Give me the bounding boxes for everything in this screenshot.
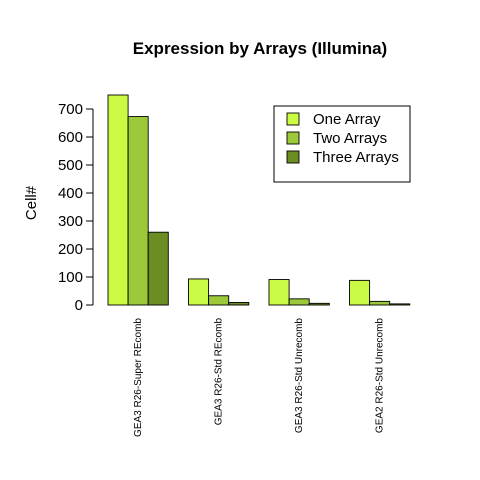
x-tick-label: GEA3 R26-Std REcomb bbox=[214, 318, 225, 426]
y-tick-label: 600 bbox=[58, 129, 83, 146]
x-tick-label: GEA3 R26-Std Unrecomb bbox=[294, 318, 305, 433]
bar bbox=[188, 278, 210, 306]
legend-label: One Array bbox=[313, 111, 381, 128]
chart-title: Expression by Arrays (Illumina) bbox=[133, 39, 387, 58]
x-tick-label: GEA2 R26-Std Unrecomb bbox=[375, 318, 386, 433]
y-tick-label: 700 bbox=[58, 101, 83, 118]
y-tick-label: 200 bbox=[58, 241, 83, 258]
y-tick-label: 0 bbox=[75, 297, 83, 314]
bar bbox=[389, 303, 411, 306]
bar bbox=[369, 300, 391, 306]
legend-swatch bbox=[286, 150, 300, 164]
y-axis-label: Cell# bbox=[23, 185, 40, 220]
y-tick-label: 400 bbox=[58, 185, 83, 202]
y-tick-label: 300 bbox=[58, 213, 83, 230]
bar bbox=[147, 231, 169, 306]
legend-label: Two Arrays bbox=[313, 130, 387, 147]
x-tick-labels: GEA3 R26-Super REcomb GEA3 R26-Std REcomb… bbox=[133, 318, 386, 437]
legend-label: Three Arrays bbox=[313, 149, 399, 166]
y-axis: 0 100 200 300 400 500 600 700 bbox=[58, 101, 94, 314]
y-tick-label: 100 bbox=[58, 269, 83, 286]
legend: One Array Two Arrays Three Arrays bbox=[273, 105, 411, 183]
bar bbox=[288, 298, 310, 306]
bars-group bbox=[107, 94, 411, 306]
bar bbox=[127, 116, 149, 306]
bar bbox=[107, 94, 129, 306]
bar bbox=[349, 279, 371, 306]
bar bbox=[308, 302, 330, 306]
bar bbox=[268, 279, 290, 306]
bar bbox=[208, 295, 230, 306]
legend-swatch bbox=[286, 131, 300, 145]
legend-swatch bbox=[286, 112, 300, 126]
bar bbox=[228, 302, 250, 306]
y-tick-label: 500 bbox=[58, 157, 83, 174]
x-tick-label: GEA3 R26-Super REcomb bbox=[133, 318, 144, 437]
